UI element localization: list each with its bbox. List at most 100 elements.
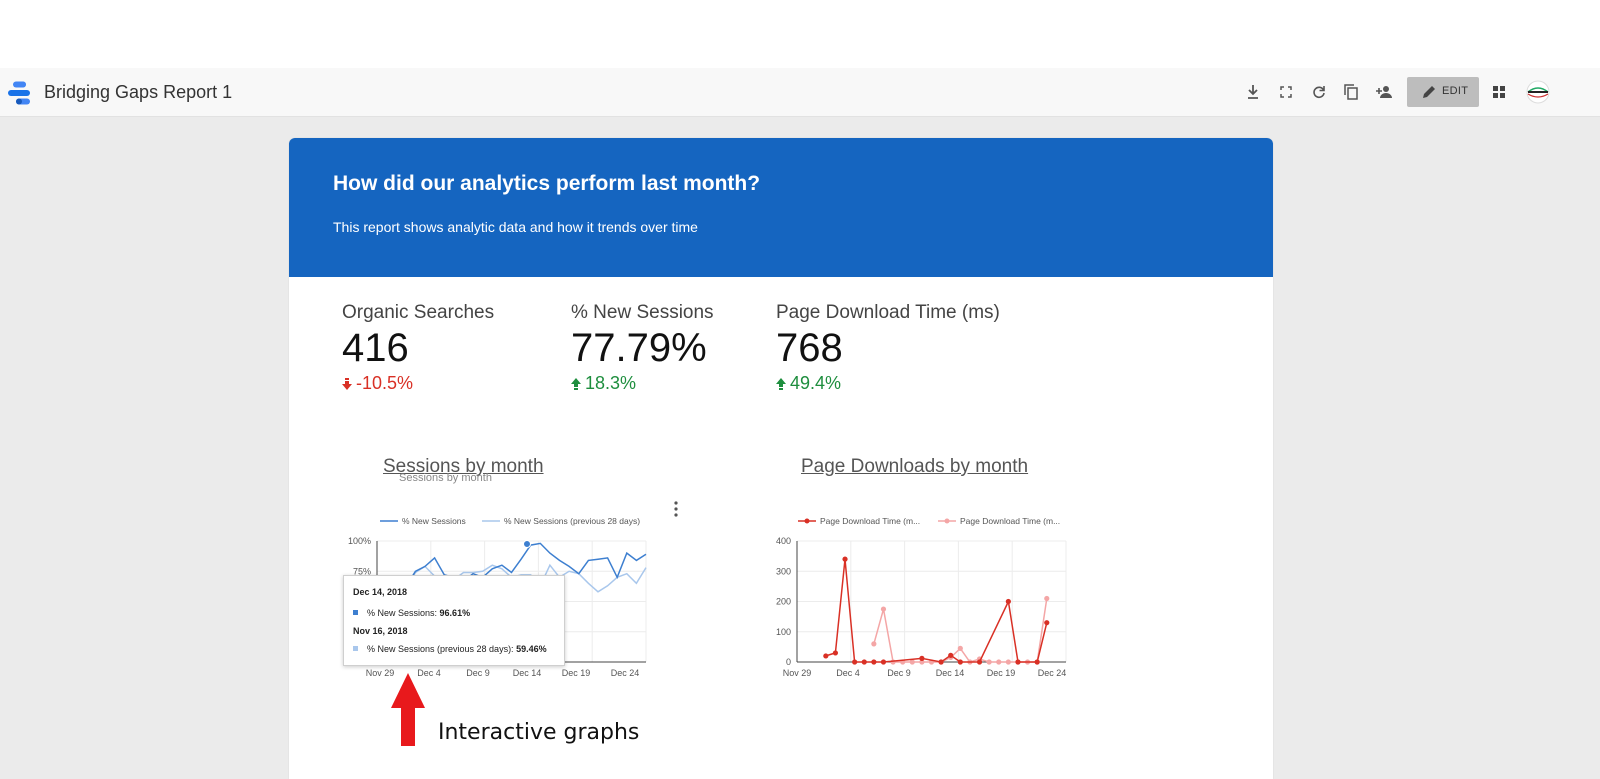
y-tick-label: 100%	[348, 536, 371, 546]
kpi-delta-value: 49.4%	[790, 373, 842, 393]
x-tick-label: Dec 4	[417, 668, 441, 678]
x-tick-label: Dec 24	[1038, 668, 1067, 678]
kpi-value: 77.79%	[571, 326, 707, 370]
profile-logo[interactable]	[1524, 80, 1552, 104]
report-banner: How did our analytics perform last month…	[289, 138, 1273, 277]
data-point[interactable]	[842, 556, 848, 562]
data-point[interactable]	[919, 655, 925, 661]
annotation-arrow-icon	[391, 673, 425, 746]
downloads-line-chart[interactable]: Page Download Time (m... Page Download Ti…	[770, 505, 1080, 690]
data-point[interactable]	[919, 659, 925, 665]
kpi-delta: -10.5%	[342, 373, 494, 394]
arrow-up-icon	[776, 378, 786, 390]
legend-swatch	[353, 610, 358, 615]
x-tick-label: Nov 29	[783, 668, 812, 678]
kpi-label: Page Download Time (ms)	[776, 302, 1000, 323]
kpi-delta: 49.4%	[776, 373, 1000, 394]
pencil-icon	[1423, 86, 1435, 98]
data-point[interactable]	[948, 652, 954, 658]
data-point[interactable]	[1044, 620, 1050, 626]
app-toolbar: Bridging Gaps Report 1 EDIT	[0, 68, 1600, 117]
kpi-new-sessions[interactable]: % New Sessions 77.79% 18.3%	[571, 302, 714, 394]
series-line[interactable]	[825, 559, 1048, 663]
hover-marker	[523, 540, 531, 548]
fullscreen-icon[interactable]	[1276, 82, 1296, 102]
y-tick-label: 0	[786, 657, 791, 667]
data-point[interactable]	[832, 650, 839, 656]
data-point[interactable]	[880, 659, 887, 665]
legend-marker	[944, 518, 950, 524]
tooltip-row-value: 96.61%	[439, 608, 471, 618]
sessions-chart-title[interactable]: Sessions by month	[383, 456, 544, 477]
x-tick-label: Dec 19	[562, 668, 591, 678]
x-tick-label: Dec 4	[836, 668, 860, 678]
data-point[interactable]	[986, 659, 992, 665]
data-point[interactable]	[871, 641, 877, 647]
tooltip-row-current: % New Sessions: 96.61%	[353, 608, 470, 618]
data-point[interactable]	[1034, 659, 1040, 665]
tooltip-row-value: 59.46%	[516, 644, 547, 654]
data-point[interactable]	[823, 653, 829, 659]
x-tick-label: Dec 14	[936, 668, 965, 678]
kpi-delta-value: 18.3%	[585, 373, 637, 393]
banner-subtitle: This report shows analytic data and how …	[333, 219, 698, 235]
data-point[interactable]	[1015, 659, 1021, 665]
x-tick-label: Dec 9	[887, 668, 911, 678]
tooltip-date-previous: Nov 16, 2018	[353, 626, 408, 636]
chart-menu-icon[interactable]	[672, 500, 680, 518]
edit-button[interactable]: EDIT	[1407, 77, 1479, 107]
data-point[interactable]	[871, 659, 877, 665]
data-point[interactable]	[861, 659, 867, 665]
data-point[interactable]	[880, 606, 887, 612]
legend-label[interactable]: Page Download Time (m...	[960, 516, 1060, 526]
series-line[interactable]	[376, 542, 647, 594]
downloads-chart-title[interactable]: Page Downloads by month	[801, 456, 1029, 477]
grid-apps-icon[interactable]	[1489, 82, 1509, 102]
kpi-value: 768	[776, 326, 843, 370]
data-point[interactable]	[1005, 598, 1011, 605]
kpi-label: % New Sessions	[571, 302, 714, 323]
series-line[interactable]	[873, 598, 1048, 663]
banner-title: How did our analytics perform last month…	[333, 172, 761, 195]
kpi-page-download-time[interactable]: Page Download Time (ms) 768 49.4%	[776, 302, 1000, 394]
tooltip-row-label: % New Sessions:	[367, 608, 438, 618]
y-tick-label: 300	[776, 566, 791, 576]
x-tick-label: Dec 14	[513, 668, 542, 678]
annotation-label: Interactive graphs	[438, 720, 640, 745]
download-icon[interactable]	[1243, 82, 1263, 102]
sessions-chart-ghost-title: Sessions by month	[399, 472, 492, 484]
legend-label[interactable]: % New Sessions	[402, 516, 466, 526]
kpi-organic-searches[interactable]: Organic Searches 416 -10.5%	[342, 302, 494, 394]
y-tick-label: 100	[776, 627, 791, 637]
y-tick-label: 75%	[353, 566, 371, 576]
legend-label[interactable]: Page Download Time (m...	[820, 516, 920, 526]
refresh-icon[interactable]	[1309, 82, 1329, 102]
data-point[interactable]	[938, 659, 944, 665]
report-title: Bridging Gaps Report 1	[44, 82, 233, 102]
data-point[interactable]	[1005, 659, 1011, 665]
chart-tooltip: Dec 14, 2018 % New Sessions: 96.61% Nov …	[343, 575, 565, 666]
kpi-delta-value: -10.5%	[356, 373, 414, 393]
x-tick-label: Dec 19	[987, 668, 1016, 678]
arrow-down-icon	[342, 378, 352, 390]
y-tick-label: 200	[776, 597, 791, 607]
y-tick-label: 400	[776, 536, 791, 546]
x-tick-label: Dec 9	[466, 668, 490, 678]
data-point[interactable]	[1044, 595, 1050, 602]
data-point[interactable]	[976, 659, 983, 665]
kpi-value: 416	[342, 326, 409, 370]
edit-button-label: EDIT	[1442, 85, 1469, 97]
copy-icon[interactable]	[1341, 82, 1361, 102]
report-page: How did our analytics perform last month…	[289, 138, 1273, 779]
legend-label[interactable]: % New Sessions (previous 28 days)	[504, 516, 640, 526]
data-point[interactable]	[957, 659, 963, 665]
tooltip-row-previous: % New Sessions (previous 28 days): 59.46…	[353, 644, 547, 654]
data-point[interactable]	[909, 659, 915, 665]
data-studio-logo[interactable]	[8, 81, 34, 105]
data-point[interactable]	[852, 659, 858, 665]
legend-swatch	[353, 646, 358, 651]
data-point[interactable]	[957, 645, 963, 651]
data-point[interactable]	[996, 659, 1002, 665]
tooltip-row-label: % New Sessions (previous 28 days):	[367, 644, 514, 654]
share-person-icon[interactable]	[1374, 82, 1394, 102]
